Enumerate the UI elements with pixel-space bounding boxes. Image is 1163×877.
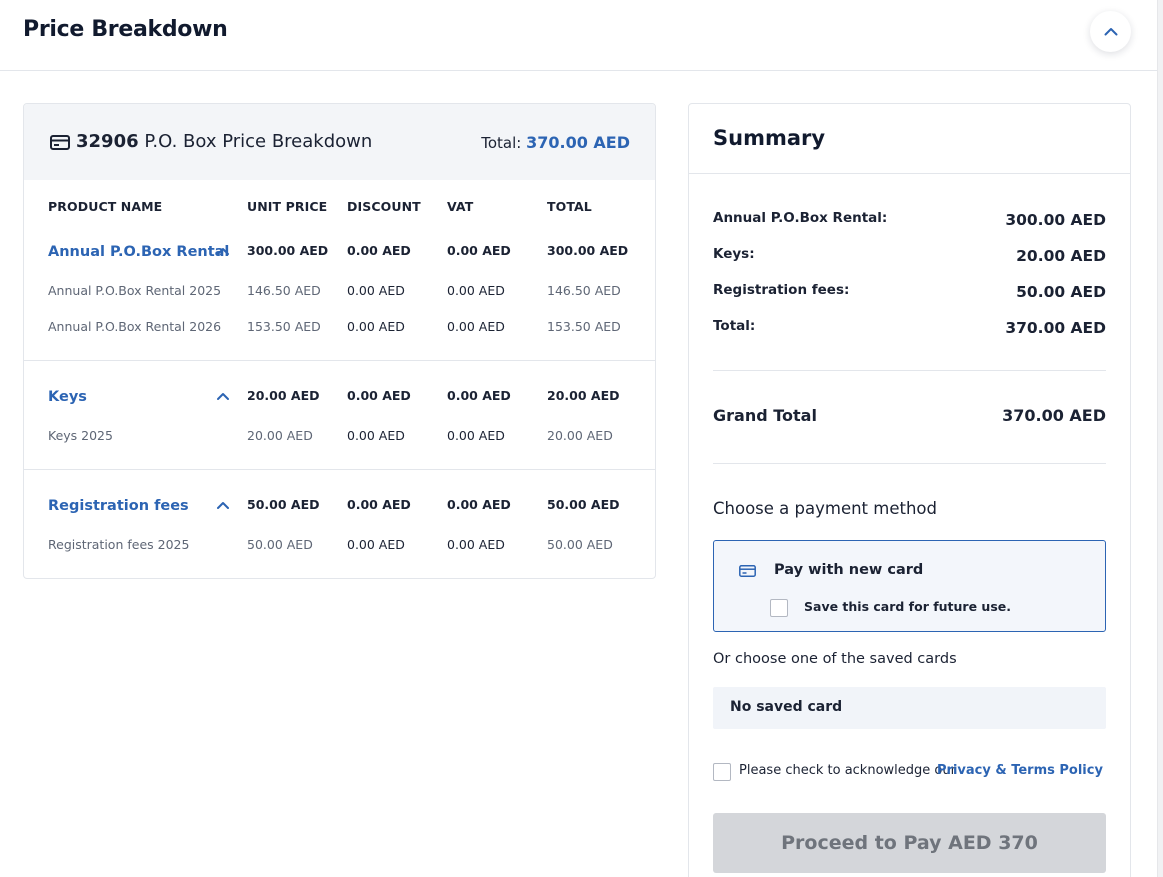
group-total: 20.00 AED bbox=[547, 388, 620, 403]
column-header-total: TOTAL bbox=[547, 199, 592, 214]
breakdown-total-value: 370.00 AED bbox=[526, 133, 630, 152]
scrollbar[interactable] bbox=[1157, 0, 1163, 877]
group-total: 50.00 AED bbox=[547, 497, 620, 512]
credit-card-icon bbox=[50, 135, 70, 150]
credit-card-icon bbox=[739, 565, 756, 577]
column-header-product: PRODUCT NAME bbox=[48, 199, 163, 214]
group-name-annual-rental[interactable]: Annual P.O.Box Rental bbox=[48, 244, 230, 260]
group-vat: 0.00 AED bbox=[447, 497, 511, 512]
breakdown-total: Total: 370.00 AED bbox=[481, 133, 630, 152]
terms-checkbox[interactable] bbox=[713, 763, 731, 781]
item-discount: 0.00 AED bbox=[347, 319, 405, 334]
item-name: Registration fees 2025 bbox=[48, 537, 190, 552]
page-header: Price Breakdown bbox=[0, 0, 1157, 71]
column-header-vat: VAT bbox=[447, 199, 474, 214]
group-name-registration-fees[interactable]: Registration fees bbox=[48, 498, 189, 514]
chevron-up-icon bbox=[1104, 28, 1117, 36]
breakdown-card-header: 32906 P.O. Box Price Breakdown Total: 37… bbox=[24, 104, 655, 180]
no-saved-card-text: No saved card bbox=[730, 699, 843, 715]
summary-row-value: 370.00 AED bbox=[1005, 319, 1106, 337]
page-title: Price Breakdown bbox=[23, 17, 228, 42]
proceed-to-pay-button[interactable]: Proceed to Pay AED 370 bbox=[713, 813, 1106, 873]
item-unit-price: 153.50 AED bbox=[247, 319, 321, 334]
summary-row-label: Keys: bbox=[713, 246, 755, 262]
grand-total-value: 370.00 AED bbox=[1002, 406, 1106, 425]
item-vat: 0.00 AED bbox=[447, 537, 505, 552]
summary-row-value: 300.00 AED bbox=[1005, 211, 1106, 229]
group-discount: 0.00 AED bbox=[347, 388, 411, 403]
privacy-terms-link[interactable]: Privacy & Terms Policy bbox=[937, 763, 1103, 778]
summary-card: Summary Annual P.O.Box Rental: 300.00 AE… bbox=[688, 103, 1131, 877]
summary-row-value: 20.00 AED bbox=[1016, 247, 1106, 265]
price-breakdown-card: 32906 P.O. Box Price Breakdown Total: 37… bbox=[23, 103, 656, 579]
chevron-up-icon[interactable] bbox=[216, 246, 230, 256]
item-vat: 0.00 AED bbox=[447, 428, 505, 443]
saved-cards-list: No saved card bbox=[713, 687, 1106, 729]
grand-total-label: Grand Total bbox=[713, 406, 817, 425]
pay-with-new-card-option[interactable]: Pay with new card Save this card for fut… bbox=[713, 540, 1106, 632]
group-unit-price: 20.00 AED bbox=[247, 388, 320, 403]
collapse-button[interactable] bbox=[1090, 11, 1131, 52]
summary-row-value: 50.00 AED bbox=[1016, 283, 1106, 301]
item-total: 50.00 AED bbox=[547, 537, 613, 552]
summary-divider bbox=[689, 173, 1130, 174]
item-total: 146.50 AED bbox=[547, 283, 621, 298]
item-discount: 0.00 AED bbox=[347, 283, 405, 298]
group-divider bbox=[24, 469, 655, 470]
summary-row-label: Annual P.O.Box Rental: bbox=[713, 210, 888, 226]
saved-cards-title: Or choose one of the saved cards bbox=[713, 651, 957, 667]
item-name: Annual P.O.Box Rental 2026 bbox=[48, 319, 222, 334]
item-vat: 0.00 AED bbox=[447, 319, 505, 334]
item-unit-price: 50.00 AED bbox=[247, 537, 313, 552]
item-name: Annual P.O.Box Rental 2025 bbox=[48, 283, 222, 298]
summary-divider bbox=[713, 463, 1106, 464]
group-total: 300.00 AED bbox=[547, 243, 629, 258]
item-name: Keys 2025 bbox=[48, 428, 113, 443]
group-vat: 0.00 AED bbox=[447, 243, 511, 258]
box-number: 32906 bbox=[76, 131, 139, 152]
summary-title: Summary bbox=[713, 126, 826, 150]
item-total: 20.00 AED bbox=[547, 428, 613, 443]
group-discount: 0.00 AED bbox=[347, 243, 411, 258]
save-card-label: Save this card for future use. bbox=[804, 599, 1011, 614]
item-unit-price: 146.50 AED bbox=[247, 283, 321, 298]
item-vat: 0.00 AED bbox=[447, 283, 505, 298]
breakdown-title-text: P.O. Box Price Breakdown bbox=[144, 131, 373, 152]
summary-row-label: Total: bbox=[713, 318, 756, 334]
column-header-unit-price: UNIT PRICE bbox=[247, 199, 328, 214]
breakdown-title: 32906 P.O. Box Price Breakdown bbox=[76, 131, 372, 152]
group-unit-price: 300.00 AED bbox=[247, 243, 329, 258]
group-name-keys[interactable]: Keys bbox=[48, 389, 87, 405]
item-total: 153.50 AED bbox=[547, 319, 621, 334]
group-discount: 0.00 AED bbox=[347, 497, 411, 512]
column-header-discount: DISCOUNT bbox=[347, 199, 421, 214]
breakdown-total-label: Total: bbox=[481, 134, 522, 152]
save-card-checkbox[interactable] bbox=[770, 599, 788, 617]
group-unit-price: 50.00 AED bbox=[247, 497, 320, 512]
item-unit-price: 20.00 AED bbox=[247, 428, 313, 443]
item-discount: 0.00 AED bbox=[347, 537, 405, 552]
group-divider bbox=[24, 360, 655, 361]
payment-method-title: Choose a payment method bbox=[713, 499, 937, 518]
pay-with-new-card-label: Pay with new card bbox=[774, 562, 924, 578]
summary-row-label: Registration fees: bbox=[713, 282, 850, 298]
group-vat: 0.00 AED bbox=[447, 388, 511, 403]
terms-acknowledge-text: Please check to acknowledge our bbox=[739, 763, 956, 778]
chevron-up-icon[interactable] bbox=[216, 391, 230, 401]
chevron-up-icon[interactable] bbox=[216, 500, 230, 510]
item-discount: 0.00 AED bbox=[347, 428, 405, 443]
summary-divider bbox=[713, 370, 1106, 371]
